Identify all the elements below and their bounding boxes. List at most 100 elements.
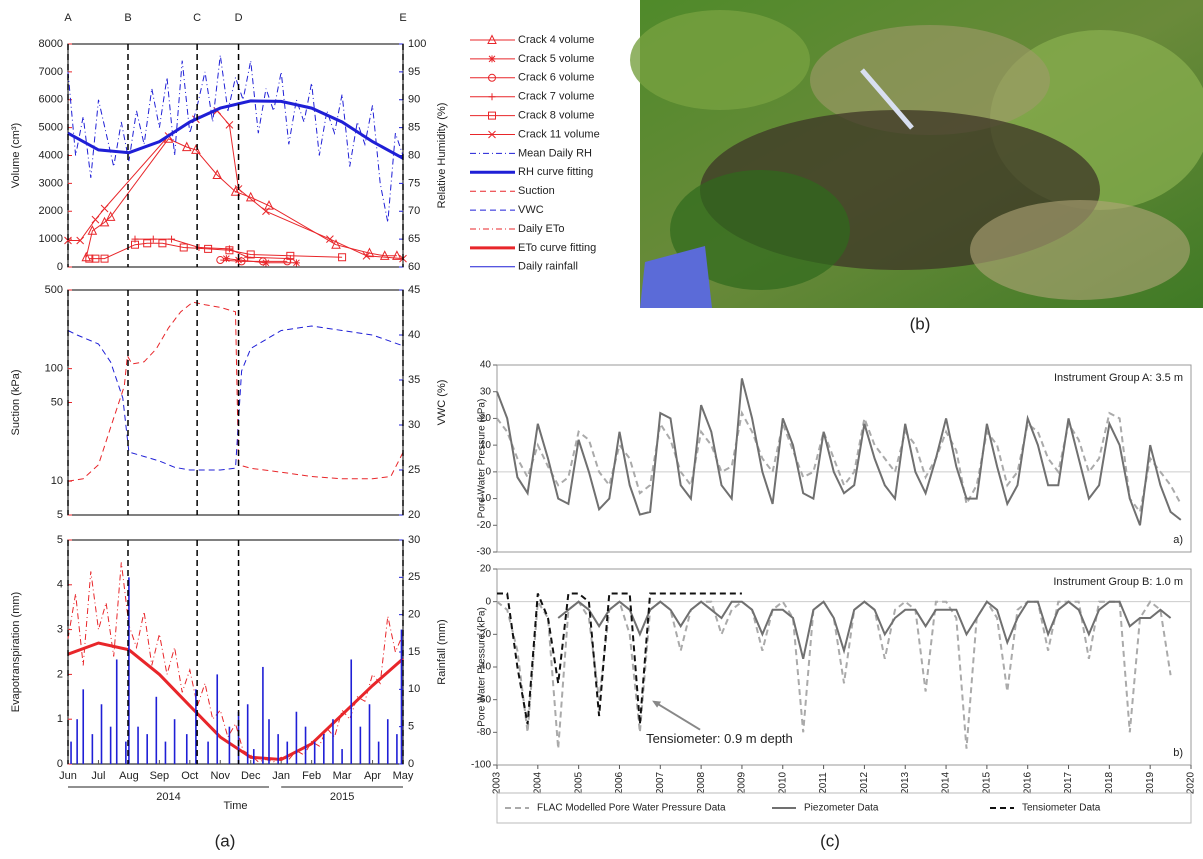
panel-label: (a) — [215, 831, 236, 850]
x-tick-label: 2014 — [941, 771, 952, 794]
series-line — [496, 410, 1182, 515]
y-tick-label: 10 — [480, 440, 492, 451]
y2-tick-label: 60 — [408, 261, 420, 273]
bar — [268, 719, 270, 764]
marker — [168, 235, 176, 243]
marker — [488, 93, 496, 101]
y-axis-title: Suction (kPa) — [10, 369, 22, 435]
y2-tick-label: 70 — [408, 205, 420, 217]
y2-tick-label: 15 — [408, 646, 420, 658]
series-line — [67, 301, 404, 482]
bar — [246, 704, 249, 764]
y-tick-label: 0 — [57, 758, 63, 770]
series-line — [68, 110, 404, 260]
y-tick-label: 500 — [45, 284, 63, 296]
bar — [207, 741, 209, 764]
series-line — [220, 259, 288, 262]
panel-label: (c) — [820, 831, 840, 850]
event-label: B — [124, 12, 131, 24]
marker — [76, 236, 85, 245]
x-tick-label: 2008 — [696, 771, 707, 794]
y-tick-label: 2000 — [39, 205, 63, 217]
marker — [87, 225, 98, 235]
bar — [286, 741, 289, 764]
marker — [143, 239, 152, 248]
x-tick-label: Feb — [302, 770, 321, 782]
bar — [70, 741, 72, 764]
x-tick-label: 2017 — [1063, 771, 1074, 794]
marker — [131, 240, 139, 249]
y2-tick-label: 30 — [408, 419, 420, 431]
series-line — [497, 592, 742, 725]
y-tick-label: -20 — [477, 629, 492, 640]
y2-tick-label: 80 — [408, 149, 420, 161]
plot-frame — [496, 568, 1192, 766]
x-tick-label: 2015 — [982, 771, 993, 794]
y-tick-label: 0 — [57, 261, 63, 273]
marker — [100, 204, 109, 213]
event-label: D — [235, 12, 243, 24]
legend-label: RH curve fitting — [518, 166, 593, 178]
y2-axis-title: Relative Humidity (%) — [436, 103, 448, 209]
bar — [100, 704, 103, 764]
legend-label: Piezometer Data — [804, 803, 879, 814]
marker — [379, 250, 390, 260]
x-tick-label: Jul — [91, 770, 105, 782]
marker — [338, 253, 347, 262]
marker — [364, 247, 375, 258]
y-tick-label: -10 — [477, 493, 492, 504]
x-tick-label: 2009 — [737, 771, 748, 794]
marker — [91, 215, 100, 224]
x-tick-label: 2018 — [1104, 771, 1115, 794]
year-label: 2014 — [156, 791, 180, 803]
bar — [295, 711, 298, 764]
y-tick-label: 5000 — [39, 122, 63, 134]
bar — [252, 749, 255, 764]
marker — [191, 144, 201, 154]
y-axis-title: Pore Water Pressure (kPa) — [477, 607, 488, 727]
x-tick-label: May — [393, 770, 414, 782]
y2-tick-label: 20 — [408, 509, 420, 521]
y2-tick-label: 85 — [408, 122, 420, 134]
y2-tick-label: 30 — [408, 534, 420, 546]
plot-frame — [496, 364, 1192, 553]
bar — [216, 674, 219, 764]
y-tick-label: 3000 — [39, 177, 63, 189]
y-tick-label: 8000 — [39, 38, 63, 50]
panel-label: (b) — [910, 314, 931, 333]
bar — [396, 734, 398, 764]
bar — [173, 719, 176, 764]
x-tick-label: 2010 — [777, 771, 788, 794]
bar — [304, 726, 307, 764]
marker — [331, 239, 341, 249]
event-label: A — [64, 12, 72, 24]
x-tick-label: 2011 — [818, 772, 829, 794]
marker — [204, 244, 213, 253]
series-line — [89, 242, 343, 260]
x-tick-label: 2012 — [859, 771, 870, 794]
y-tick-label: -30 — [477, 547, 492, 558]
series-line — [67, 325, 404, 471]
marker — [392, 250, 402, 260]
x-tick-label: Nov — [210, 770, 230, 782]
x-tick-label: Jun — [59, 770, 77, 782]
bar — [237, 711, 240, 764]
year-label: 2015 — [330, 791, 354, 803]
series-line — [496, 378, 1182, 526]
marker — [246, 250, 255, 259]
legend-label: Mean Daily RH — [518, 147, 592, 159]
annotation: Tensiometer: 0.9 m depth — [646, 731, 793, 746]
y-tick-label: 5 — [57, 509, 63, 521]
x-tick-label: Mar — [333, 770, 352, 782]
y-tick-label: 40 — [480, 360, 492, 371]
marker — [99, 216, 110, 227]
marker — [64, 236, 72, 245]
y2-tick-label: 25 — [408, 464, 420, 476]
x-tick-label: 2016 — [1022, 771, 1033, 794]
x-axis-title: Time — [223, 800, 247, 812]
plot-frame — [67, 539, 404, 765]
panel-note: Instrument Group B: 1.0 m — [1053, 576, 1183, 588]
x-tick-label: 2003 — [492, 771, 503, 794]
marker — [286, 255, 294, 263]
bar — [164, 741, 167, 764]
